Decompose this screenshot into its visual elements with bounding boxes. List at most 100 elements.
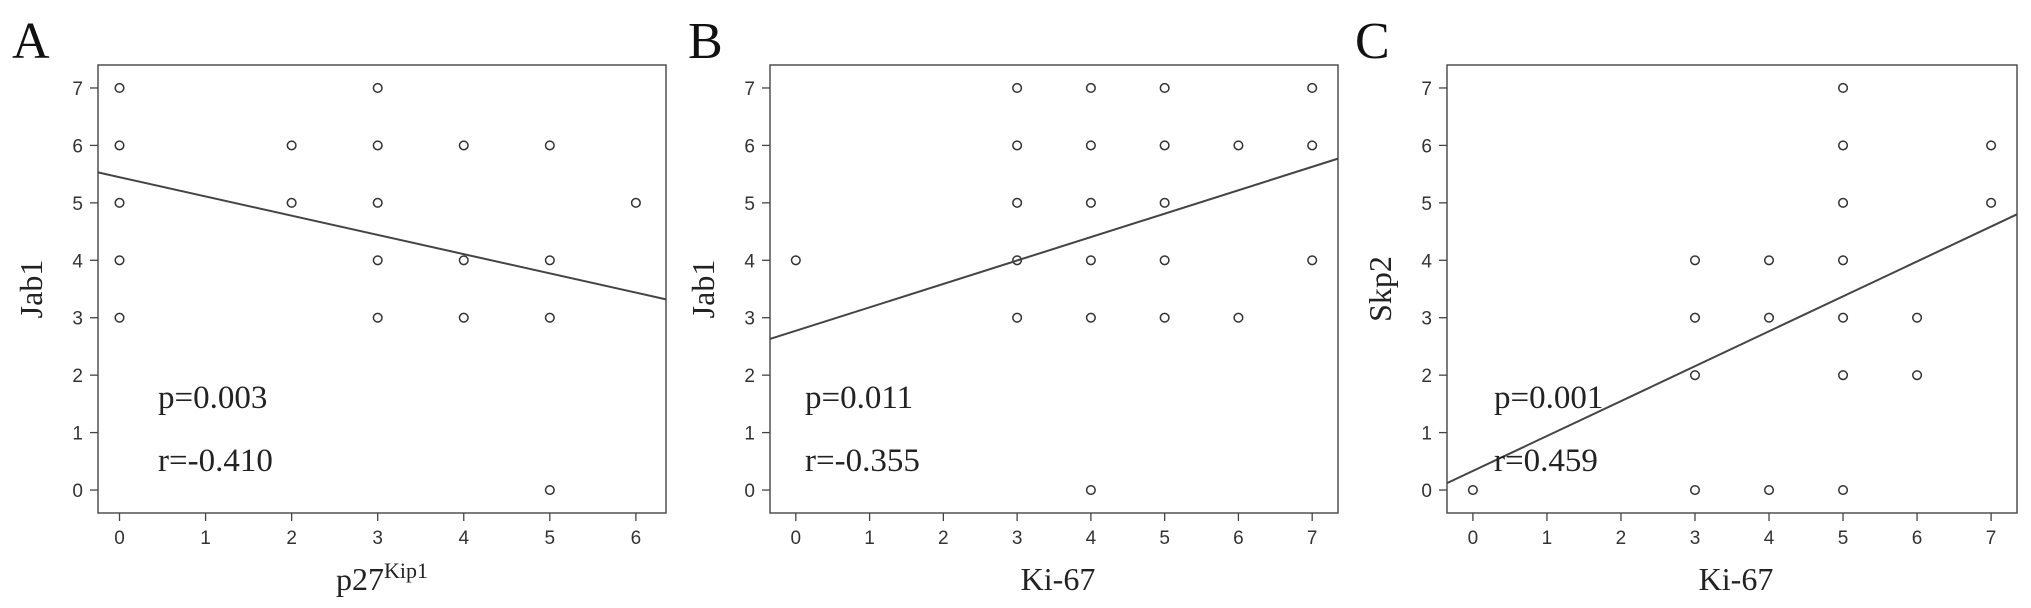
data-point (1085, 140, 1096, 151)
data-point (1912, 370, 1923, 381)
y-tick-label: 5 (1421, 194, 1432, 215)
p-value-label: p=0.011 (805, 380, 913, 416)
data-point (1159, 255, 1170, 266)
y-tick-label: 2 (1421, 366, 1432, 387)
x-tick-label: 2 (286, 528, 297, 549)
scatter-plot-c: C 0 1 2 3 4 5 6 7 0 1 2 3 4 5 6 7 Skp2 Ki-67 p=0.001 r… (1355, 13, 2018, 597)
y-tick-label: 6 (72, 136, 83, 157)
x-axis: 0 1 2 3 4 5 6 7 (1468, 513, 1997, 549)
x-tick-label: 7 (1307, 528, 1318, 549)
data-point (1159, 82, 1170, 94)
data-point (114, 140, 125, 151)
scatter-plot-b: B 0 1 2 3 4 5 6 7 0 1 2 3 4 5 6 7 Jab1 Ki-67 p=0.011 r… (685, 13, 1339, 597)
y-axis-title: Jab1 (685, 260, 721, 319)
data-point (458, 140, 469, 151)
x-axis: 0 1 2 3 4 5 6 7 (791, 513, 1318, 549)
y-axis: 0 1 2 3 4 5 6 7 (1421, 79, 1447, 502)
data-point (372, 197, 383, 208)
data-point (286, 140, 297, 151)
data-point (458, 255, 469, 266)
y-tick-label: 5 (72, 194, 83, 215)
data-point (1159, 312, 1170, 323)
y-tick-label: 1 (744, 424, 755, 445)
data-point (372, 255, 383, 266)
panel-label: C (1355, 13, 1390, 70)
data-point (1689, 484, 1701, 496)
panel-label: B (688, 13, 723, 70)
y-axis-title: Jab1 (13, 260, 49, 319)
regression-line (1446, 213, 2018, 485)
x-axis: 0 1 2 3 4 5 6 (114, 513, 641, 549)
r-value-label: r=-0.410 (158, 443, 273, 479)
y-tick-label: 5 (744, 194, 755, 215)
x-tick-label: 4 (1086, 528, 1097, 549)
scatter-points (790, 82, 1318, 496)
data-point (1763, 484, 1775, 496)
regression-line (97, 171, 667, 301)
data-point (458, 312, 469, 323)
x-tick-label: 4 (458, 528, 469, 549)
y-axis: 0 1 2 3 4 5 6 7 (744, 79, 770, 502)
data-point (372, 82, 383, 94)
panel-label: A (12, 13, 50, 70)
plot-area (97, 64, 667, 514)
x-tick-label: 3 (1012, 528, 1023, 549)
data-point (544, 140, 555, 151)
data-point (372, 140, 383, 151)
x-tick-label: 1 (864, 528, 875, 549)
scatter-panel-b: B 0 1 2 3 4 5 6 7 0 1 2 3 4 5 6 7 Jab1 Ki-67 p=0.011 r… (677, 0, 1354, 608)
y-tick-label: 0 (744, 481, 755, 502)
x-tick-label: 0 (1468, 528, 1479, 549)
data-point (1307, 255, 1318, 266)
data-point (1012, 312, 1023, 323)
plot-area (769, 64, 1339, 514)
x-axis-title-superscript: Kip1 (384, 558, 428, 583)
x-tick-label: 3 (372, 528, 383, 549)
data-point (1689, 255, 1701, 266)
data-point (1912, 312, 1923, 323)
data-point (114, 82, 125, 94)
data-point (1233, 140, 1244, 151)
x-tick-label: 3 (1690, 528, 1701, 549)
scatter-points (114, 82, 641, 496)
data-point (1986, 140, 1997, 151)
data-point (1307, 140, 1318, 151)
y-tick-label: 7 (744, 79, 755, 100)
y-tick-label: 6 (1421, 136, 1432, 157)
x-axis-title-main: p27 (336, 561, 384, 597)
data-point (1159, 197, 1170, 208)
y-tick-label: 4 (1421, 251, 1432, 272)
y-tick-label: 2 (744, 366, 755, 387)
y-tick-label: 1 (1421, 424, 1432, 445)
scatter-points (1467, 82, 1997, 496)
y-tick-label: 4 (744, 251, 755, 272)
y-axis: 0 1 2 3 4 5 6 7 (72, 79, 98, 502)
data-point (114, 312, 125, 323)
y-tick-label: 1 (72, 424, 83, 445)
x-axis-title-main: Ki-67 (1699, 561, 1774, 597)
y-tick-label: 3 (72, 309, 83, 330)
x-tick-label: 6 (631, 528, 642, 549)
data-point (1012, 82, 1023, 94)
y-tick-label: 3 (1421, 309, 1432, 330)
y-tick-label: 4 (72, 251, 83, 272)
data-point (1085, 484, 1096, 496)
r-value-label: r=-0.355 (805, 443, 920, 479)
data-point (1233, 312, 1244, 323)
x-tick-label: 7 (1986, 528, 1997, 549)
data-point (1763, 312, 1775, 323)
data-point (790, 255, 801, 266)
y-tick-label: 3 (744, 309, 755, 330)
x-tick-label: 6 (1233, 528, 1244, 549)
data-point (1837, 370, 1849, 381)
data-point (372, 312, 383, 323)
data-point (1085, 255, 1096, 266)
data-point (1763, 255, 1775, 266)
x-tick-label: 0 (114, 528, 125, 549)
data-point (114, 255, 125, 266)
data-point (1012, 140, 1023, 151)
y-tick-label: 0 (1421, 481, 1432, 502)
data-point (1837, 82, 1849, 94)
